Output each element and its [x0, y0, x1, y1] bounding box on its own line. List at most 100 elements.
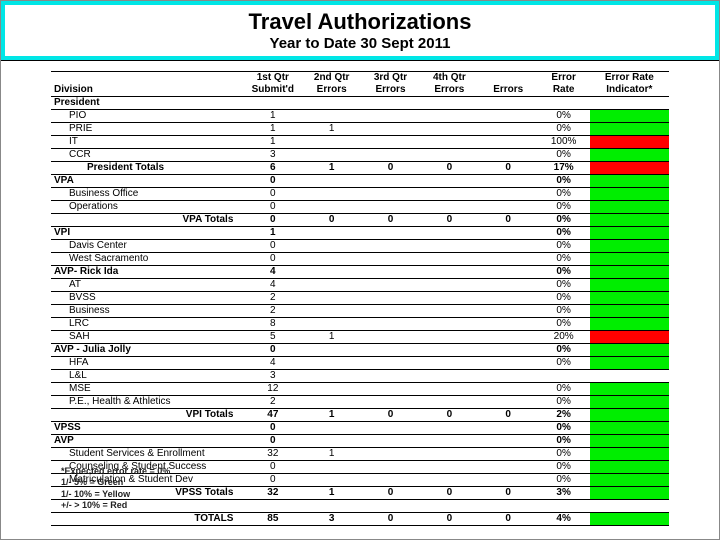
cell-label: TOTALS — [51, 513, 243, 526]
cell-e4 — [479, 357, 538, 370]
cell-e4 — [479, 136, 538, 149]
cell-e1 — [302, 266, 361, 279]
cell-q1: 3 — [243, 149, 302, 162]
indicator-cell — [590, 435, 669, 448]
cell-e1 — [302, 149, 361, 162]
indicator-cell — [590, 175, 669, 188]
cell-e3 — [420, 175, 479, 188]
cell-rate: 0% — [538, 188, 590, 201]
cell-e4 — [479, 422, 538, 435]
indicator-cell — [590, 344, 669, 357]
cell-label: PRIE — [51, 123, 243, 136]
indicator-cell — [590, 383, 669, 396]
cell-e3 — [420, 448, 479, 461]
cell-e4 — [479, 331, 538, 344]
cell-e2 — [361, 383, 420, 396]
table-row: PIO1 0% — [51, 110, 669, 123]
legend-line: 1/- 5% = Green — [61, 477, 170, 488]
table-row: L&L3 — [51, 370, 669, 383]
cell-label: AVP- Rick Ida — [51, 266, 243, 279]
table-row: President Totals6100017% — [51, 162, 669, 175]
indicator-cell — [590, 409, 669, 422]
table-row: BVSS20% — [51, 292, 669, 305]
col-e1: 2nd QtrErrors — [302, 72, 361, 97]
cell-label: L&L — [51, 370, 243, 383]
cell-e2 — [361, 318, 420, 331]
cell-q1: 12 — [243, 383, 302, 396]
col-division: Division — [51, 72, 243, 97]
cell-e3 — [420, 383, 479, 396]
cell-label: LRC — [51, 318, 243, 331]
cell-e2 — [361, 123, 420, 136]
cell-q1: 1 — [243, 110, 302, 123]
cell-e3 — [420, 149, 479, 162]
cell-e4 — [479, 305, 538, 318]
cell-e4 — [479, 318, 538, 331]
cell-q1: 2 — [243, 305, 302, 318]
cell-e4: 0 — [479, 409, 538, 422]
cell-e3: 0 — [420, 409, 479, 422]
cell-label: PIO — [51, 110, 243, 123]
cell-rate: 0% — [538, 110, 590, 123]
cell-e2 — [361, 474, 420, 487]
indicator-cell — [590, 305, 669, 318]
cell-e2 — [361, 266, 420, 279]
cell-q1: 32 — [243, 487, 302, 500]
indicator-cell — [590, 266, 669, 279]
cell-rate: 0% — [538, 149, 590, 162]
cell-e2 — [361, 136, 420, 149]
cell-e2 — [361, 253, 420, 266]
cell-e4 — [479, 370, 538, 383]
table-row: HFA40% — [51, 357, 669, 370]
cell-q1: 0 — [243, 175, 302, 188]
cell-e4 — [479, 188, 538, 201]
legend-line: 1/- 10% = Yellow — [61, 489, 170, 500]
cell-q1: 0 — [243, 461, 302, 474]
cell-e1: 1 — [302, 487, 361, 500]
cell-e2 — [361, 435, 420, 448]
table-row: Business20% — [51, 305, 669, 318]
cell-e2 — [361, 344, 420, 357]
cell-rate: 0% — [538, 383, 590, 396]
cell-q1: 3 — [243, 370, 302, 383]
cell-e3 — [420, 110, 479, 123]
table-row: LRC80% — [51, 318, 669, 331]
cell-e1 — [302, 474, 361, 487]
cell-rate: 0% — [538, 266, 590, 279]
table-row: IT1100% — [51, 136, 669, 149]
table-row: West Sacramento00% — [51, 253, 669, 266]
cell-e3 — [420, 305, 479, 318]
cell-e4 — [479, 175, 538, 188]
cell-rate: 3% — [538, 487, 590, 500]
cell-e3 — [420, 370, 479, 383]
cell-q1: 0 — [243, 253, 302, 266]
cell-e3 — [420, 435, 479, 448]
cell-q1: 0 — [243, 344, 302, 357]
cell-e2: 0 — [361, 513, 420, 526]
cell-e2: 0 — [361, 409, 420, 422]
indicator-cell — [590, 149, 669, 162]
indicator-cell — [590, 292, 669, 305]
cell-e2 — [361, 357, 420, 370]
cell-label: Student Services & Enrollment — [51, 448, 243, 461]
cell-q1 — [243, 97, 302, 110]
cell-e1: 1 — [302, 162, 361, 175]
cell-e4 — [479, 461, 538, 474]
cell-e2: 0 — [361, 214, 420, 227]
table-row: VPSS00% — [51, 422, 669, 435]
cell-rate: 0% — [538, 318, 590, 331]
cell-label: President — [51, 97, 243, 110]
cell-e2 — [361, 149, 420, 162]
indicator-cell — [590, 214, 669, 227]
cell-e1 — [302, 370, 361, 383]
cell-rate: 0% — [538, 240, 590, 253]
cell-rate: 0% — [538, 357, 590, 370]
cell-rate: 0% — [538, 448, 590, 461]
cell-e4: 0 — [479, 214, 538, 227]
cell-e3 — [420, 279, 479, 292]
cell-label: BVSS — [51, 292, 243, 305]
cell-e1 — [302, 435, 361, 448]
table-row: P.E., Health & Athletics20% — [51, 396, 669, 409]
cell-rate: 0% — [538, 435, 590, 448]
cell-label: VPA Totals — [51, 214, 243, 227]
